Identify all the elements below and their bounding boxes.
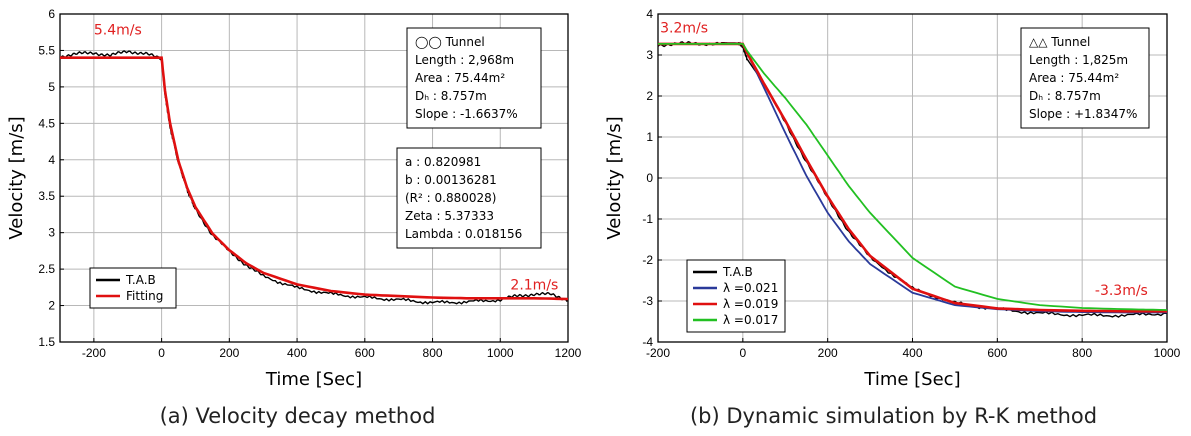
x-tick-label: -200: [646, 346, 670, 360]
y-tick-label: 5: [48, 80, 55, 94]
x-tick-label: 200: [219, 346, 239, 360]
value-annotation: 3.2m∕s: [660, 20, 708, 36]
tunnel-info-box-line: Area : 75.44m²: [415, 71, 505, 85]
x-tick-label: 1000: [487, 346, 514, 360]
legend-label: T.A.B: [125, 273, 156, 287]
series-line-1: [60, 56, 568, 301]
y-tick-label: -2: [642, 253, 653, 267]
y-tick-label: 1: [646, 130, 653, 144]
x-tick-label: 0: [739, 346, 746, 360]
fit-params-box-line: b : 0.00136281: [405, 173, 497, 187]
x-tick-label: 1000: [1154, 346, 1181, 360]
tunnel-info-box-line: Dₕ : 8.757m: [415, 89, 487, 103]
chart-panel-b: -200 0 200 400 600 800 1000 -4 -3 -2 -1 0 1 2 3 4 Time […: [596, 0, 1191, 436]
legend-label: λ =0.021: [723, 281, 778, 295]
velocity-decay-chart: -200 0 200 400 600 800 1000 1200 1.5 2 2.5 3 3.5 4 4.5…: [6, 7, 582, 390]
y-tick-label: -1: [642, 212, 653, 226]
y-tick-label: -4: [642, 335, 653, 349]
tunnel-info-box-line: Length : 1,825m: [1029, 53, 1128, 67]
x-tick-label: 800: [1072, 346, 1092, 360]
series-line-2: [658, 42, 1167, 313]
x-axis-title: Time [Sec]: [863, 369, 960, 390]
legend-label: Fitting: [126, 289, 163, 303]
y-tick-label: 0: [646, 171, 653, 185]
y-tick-label: 3: [646, 48, 653, 62]
x-tick-label: 0: [158, 346, 165, 360]
x-axis-title: Time [Sec]: [265, 369, 362, 390]
tunnel-info-box-line: Dₕ : 8.757m: [1029, 89, 1101, 103]
y-tick-label: -3: [642, 294, 653, 308]
x-tick-label: 400: [902, 346, 922, 360]
y-tick-label: 5.5: [38, 43, 55, 57]
x-tick-label: 600: [987, 346, 1007, 360]
tunnel-info-box: [1020, 27, 1150, 129]
fit-params-box: [396, 147, 542, 249]
chart-caption-b: (b) Dynamic simulation by R-K method: [689, 404, 1098, 428]
fit-params-box-line: a : 0.820981: [405, 155, 481, 169]
x-tick-label: 200: [818, 346, 838, 360]
x-tick-label: 600: [355, 346, 375, 360]
legend-label: T.A.B: [722, 265, 753, 279]
plot-frame: [59, 13, 569, 343]
value-annotation: 5.4m∕s: [94, 22, 142, 38]
legend-box: [89, 267, 177, 309]
x-tick-label: 400: [287, 346, 307, 360]
tunnel-info-box-line: ◯◯ Tunnel: [415, 35, 485, 49]
y-tick-label: 3: [48, 226, 55, 240]
y-tick-label: 2.5: [38, 262, 55, 276]
x-tick-label: 1200: [555, 346, 582, 360]
y-tick-label: 4: [646, 7, 653, 21]
chart-panel-a: -200 0 200 400 600 800 1000 1200 1.5 2 2.5 3 3.5 4 4.5…: [0, 0, 595, 436]
y-axis-title: Velocity [m/s]: [6, 116, 27, 239]
x-tick-label: 800: [423, 346, 443, 360]
y-tick-label: 2: [48, 299, 55, 313]
legend-label: λ =0.019: [723, 297, 778, 311]
value-annotation: 2.1m∕s: [510, 278, 558, 294]
y-tick-label: 3.5: [38, 189, 55, 203]
tunnel-info-box-line: Slope : +1.8347%: [1029, 107, 1137, 121]
fit-params-box-line: Lambda : 0.018156: [405, 227, 522, 241]
rk-simulation-chart: -200 0 200 400 600 800 1000 -4 -3 -2 -1 0 1 2 3 4 Time […: [604, 7, 1181, 390]
value-annotation: -3.3m∕s: [1095, 283, 1148, 299]
fit-params-box-line: (R² : 0.880028): [405, 191, 496, 205]
y-tick-label: 4: [48, 153, 55, 167]
y-tick-label: 1.5: [38, 335, 55, 349]
series-line-3: [658, 43, 1167, 311]
y-tick-label: 4.5: [38, 116, 55, 130]
tunnel-info-box-line: Length : 2,968m: [415, 53, 514, 67]
y-tick-label: 2: [646, 89, 653, 103]
legend-label: λ =0.017: [723, 313, 778, 327]
tunnel-info-box-line: Area : 75.44m²: [1029, 71, 1119, 85]
tunnel-info-box: [406, 27, 542, 129]
tunnel-info-box-line: Slope : -1.6637%: [415, 107, 518, 121]
y-axis-title: Velocity [m/s]: [604, 116, 625, 239]
x-tick-label: -200: [82, 346, 106, 360]
fit-params-box-line: Zeta : 5.37333: [405, 209, 494, 223]
chart-caption-a: (a) Velocity decay method: [159, 404, 436, 428]
tunnel-info-box-line: △△ Tunnel: [1029, 35, 1090, 49]
y-tick-label: 6: [48, 7, 55, 21]
